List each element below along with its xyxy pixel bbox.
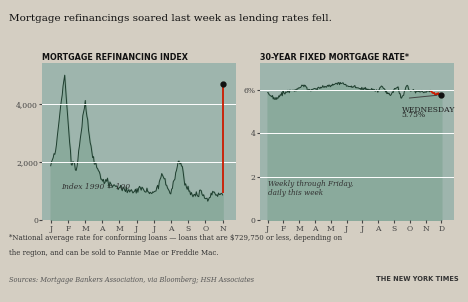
Text: 5.75%: 5.75% bbox=[402, 111, 426, 119]
Text: Weekly through Friday,
daily this week: Weekly through Friday, daily this week bbox=[268, 180, 353, 197]
Text: 30-YEAR FIXED MORTGAGE RATE*: 30-YEAR FIXED MORTGAGE RATE* bbox=[260, 53, 409, 62]
Text: Index 1990 = 100: Index 1990 = 100 bbox=[62, 183, 131, 191]
Text: THE NEW YORK TIMES: THE NEW YORK TIMES bbox=[376, 276, 459, 282]
Text: Mortgage refinancings soared last week as lending rates fell.: Mortgage refinancings soared last week a… bbox=[9, 14, 332, 23]
Text: *National average rate for conforming loans — loans that are $729,750 or less, d: *National average rate for conforming lo… bbox=[9, 234, 343, 242]
Text: the region, and can be sold to Fannie Mae or Freddie Mac.: the region, and can be sold to Fannie Ma… bbox=[9, 249, 219, 257]
Text: Sources: Mortgage Bankers Association, via Bloomberg; HSH Associates: Sources: Mortgage Bankers Association, v… bbox=[9, 276, 255, 284]
Text: MORTGAGE REFINANCING INDEX: MORTGAGE REFINANCING INDEX bbox=[42, 53, 188, 62]
Text: WEDNESDAY: WEDNESDAY bbox=[402, 106, 455, 114]
